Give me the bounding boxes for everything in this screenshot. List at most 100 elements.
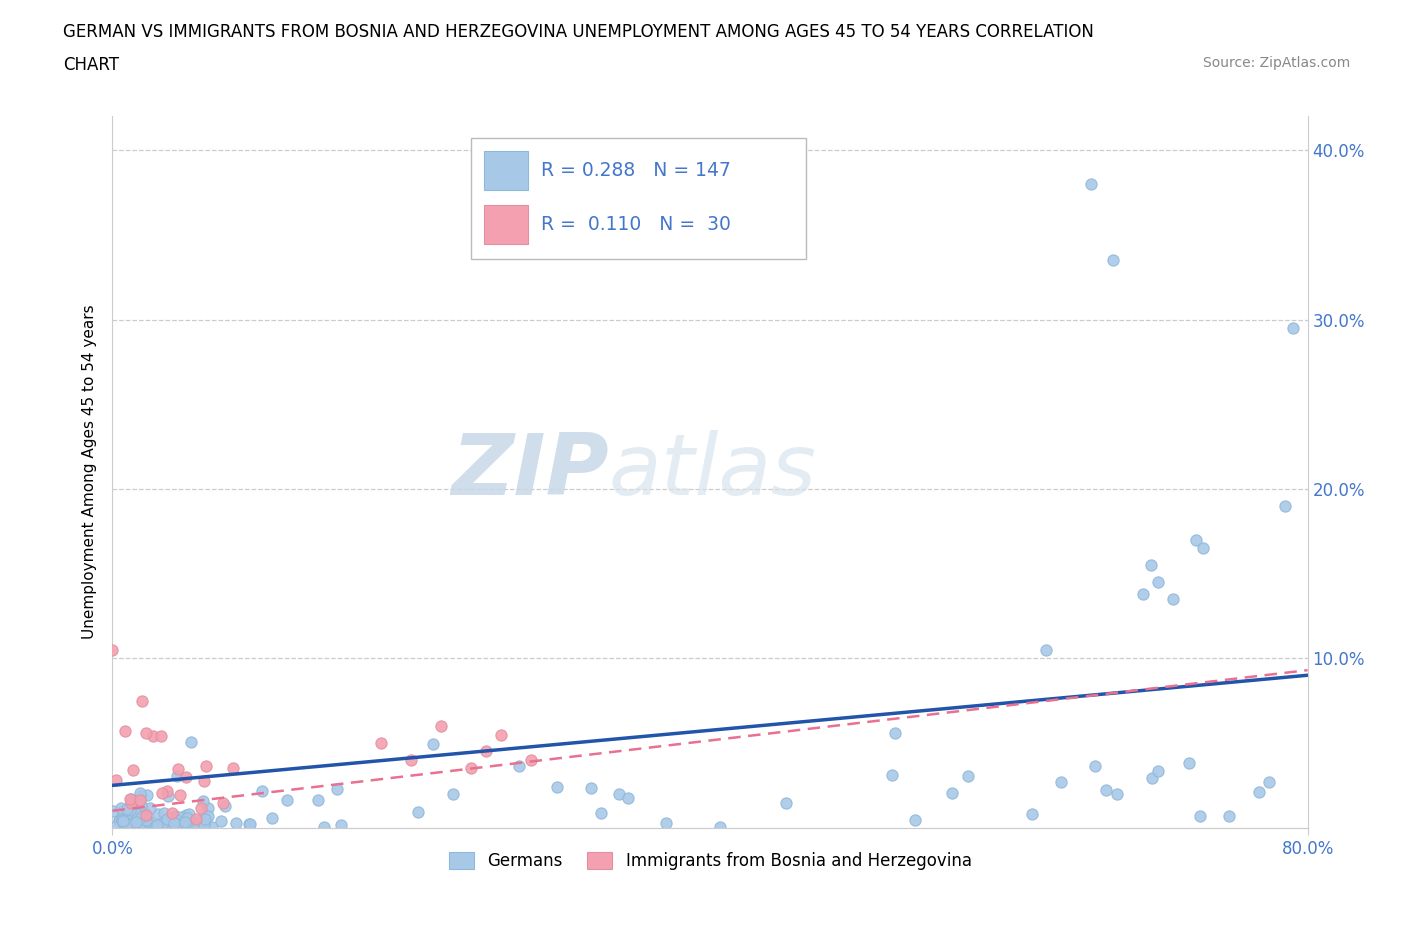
Point (128, 819, 150, 834)
Point (108, 813, 131, 828)
Point (883, 726, 905, 741)
Point (103, 819, 125, 834)
Point (276, 792, 298, 807)
Point (193, 793, 215, 808)
Point (956, 769, 979, 784)
Point (153, 805, 176, 820)
Point (115, 802, 138, 817)
Point (166, 817, 188, 831)
Point (136, 787, 159, 802)
Point (1247, 784, 1270, 799)
Point (131, 798, 153, 813)
Point (172, 817, 194, 831)
Point (190, 813, 212, 828)
Point (118, 803, 141, 817)
Point (120, 803, 142, 817)
Point (589, 805, 612, 820)
Point (120, 819, 142, 834)
Point (1084, 759, 1107, 774)
Text: ZIP: ZIP (451, 431, 609, 513)
Point (370, 736, 392, 751)
Point (184, 816, 207, 830)
Point (163, 816, 186, 830)
Point (401, 752, 423, 767)
Point (111, 814, 134, 829)
Point (314, 819, 336, 834)
Text: GERMAN VS IMMIGRANTS FROM BOSNIA AND HERZEGOVINA UNEMPLOYMENT AMONG AGES 45 TO 5: GERMAN VS IMMIGRANTS FROM BOSNIA AND HER… (63, 23, 1094, 41)
Point (169, 809, 191, 824)
Point (159, 811, 181, 826)
Point (307, 792, 329, 807)
Point (131, 815, 153, 830)
Point (167, 817, 190, 832)
Point (520, 752, 543, 767)
Point (156, 811, 179, 826)
Point (124, 815, 146, 830)
Point (607, 786, 630, 801)
Point (326, 781, 349, 796)
Point (135, 813, 157, 828)
Point (124, 817, 146, 832)
Point (1146, 764, 1168, 778)
Point (117, 810, 139, 825)
Point (1139, 558, 1161, 573)
Point (117, 817, 139, 831)
Point (238, 817, 260, 831)
Point (139, 801, 162, 816)
Point (1021, 807, 1043, 822)
Point (117, 818, 139, 833)
Point (193, 774, 215, 789)
Point (159, 817, 181, 831)
Point (1142, 771, 1164, 786)
Point (142, 729, 165, 744)
Point (150, 728, 173, 743)
Point (190, 801, 212, 816)
Point (617, 790, 640, 805)
Point (174, 769, 197, 784)
Point (104, 773, 127, 788)
Text: CHART: CHART (63, 56, 120, 73)
Point (1132, 587, 1154, 602)
Point (882, 767, 904, 782)
Point (135, 808, 157, 823)
Point (111, 813, 134, 828)
Point (211, 796, 233, 811)
Point (1095, 782, 1118, 797)
Point (115, 811, 138, 826)
Point (118, 792, 141, 807)
Point (330, 817, 353, 832)
Point (131, 807, 153, 822)
Point (124, 816, 146, 830)
Point (111, 804, 134, 818)
Point (177, 806, 200, 821)
Point (1178, 755, 1201, 770)
Point (225, 816, 247, 830)
Point (120, 817, 142, 832)
Point (122, 804, 145, 818)
Point (120, 791, 142, 806)
Point (129, 789, 152, 804)
Point (176, 811, 198, 826)
Point (1050, 775, 1073, 790)
Point (546, 779, 568, 794)
Point (118, 810, 141, 825)
Point (114, 817, 136, 831)
Point (430, 719, 453, 734)
Point (194, 759, 217, 774)
Point (120, 796, 142, 811)
Point (131, 693, 153, 708)
Point (174, 807, 197, 822)
Point (775, 795, 797, 810)
Point (117, 815, 139, 830)
Point (165, 813, 187, 828)
Point (214, 799, 236, 814)
Point (655, 816, 678, 830)
Point (1105, 786, 1128, 801)
Point (222, 761, 245, 776)
Point (1218, 809, 1240, 824)
Point (1161, 591, 1184, 606)
Point (122, 816, 145, 830)
Point (709, 820, 731, 835)
Point (111, 817, 134, 831)
Point (114, 724, 136, 738)
